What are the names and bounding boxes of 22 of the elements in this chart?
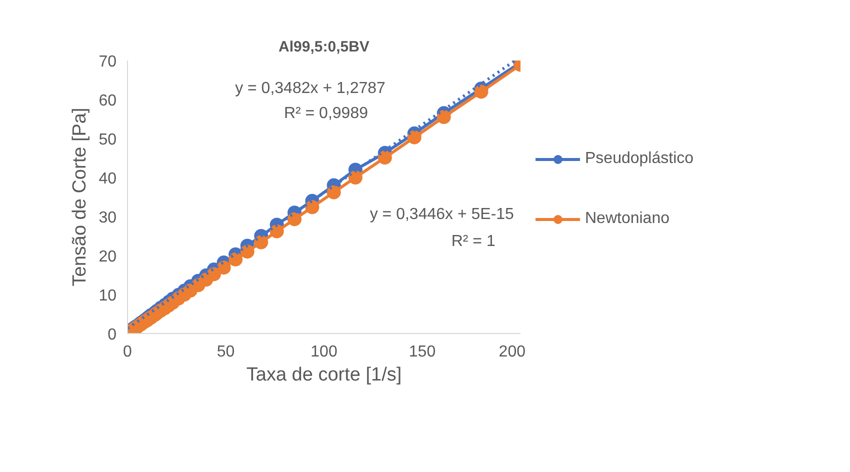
- y-axis-title: Tensão de Corte [Pa]: [70, 108, 91, 286]
- chart-title: Al99,5:0,5BV: [278, 38, 370, 56]
- annotation: y = 0,3482x + 1,2787: [235, 80, 386, 98]
- x-tick-label: 100: [310, 344, 338, 360]
- legend-label: Pseudoplástico: [585, 150, 694, 168]
- annotation: R² = 1: [451, 233, 496, 250]
- y-tick-label: 30: [98, 210, 117, 226]
- y-tick-label: 60: [98, 92, 117, 110]
- y-tick-label: 40: [98, 170, 117, 188]
- y-tick-label: 20: [98, 248, 117, 266]
- y-tick-label: 50: [98, 132, 117, 148]
- annotation: R² = 0,9989: [284, 104, 368, 122]
- x-tick-label: 150: [408, 344, 436, 360]
- y-tick-label: 70: [98, 54, 117, 70]
- x-axis-title: Taxa de corte [1/s]: [246, 364, 402, 386]
- annotation: y = 0,3446x + 5E-15: [370, 206, 514, 223]
- x-tick-label: 50: [216, 344, 235, 360]
- legend-label: Newtoniano: [585, 210, 670, 228]
- y-tick-label: 0: [108, 326, 117, 344]
- y-tick-label: 10: [98, 288, 117, 304]
- x-tick-label: 200: [498, 344, 526, 360]
- x-tick-label: 0: [123, 344, 132, 360]
